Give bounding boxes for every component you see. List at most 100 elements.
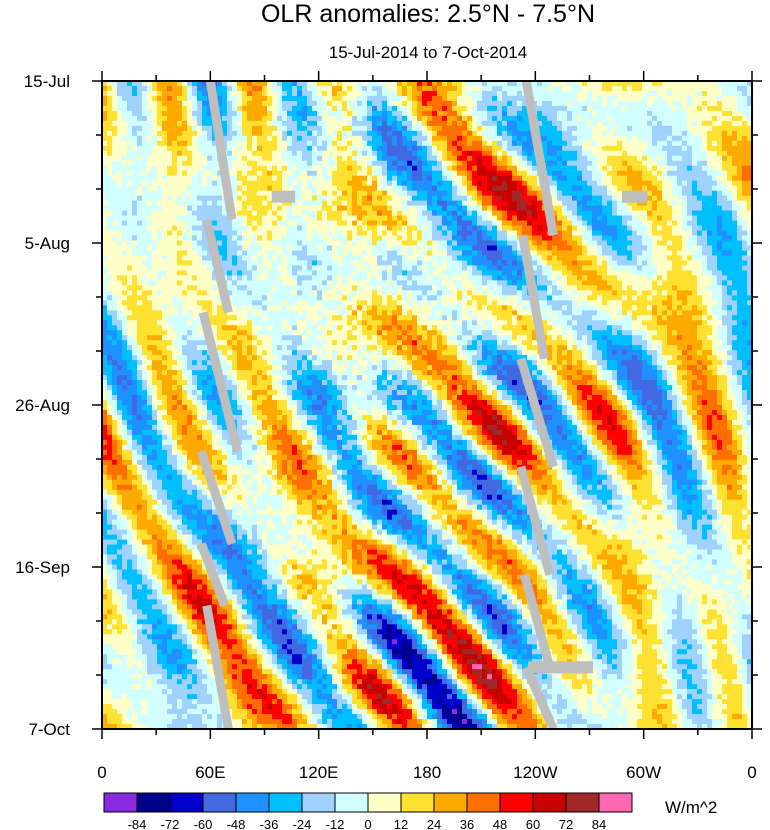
heatmap-cell [692, 225, 698, 232]
heatmap-cell [277, 180, 283, 187]
heatmap-cell [372, 140, 378, 147]
heatmap-cell [572, 85, 578, 92]
heatmap-cell [157, 255, 163, 262]
heatmap-cell [592, 250, 598, 257]
heatmap-cell [102, 260, 108, 267]
heatmap-cell [392, 255, 398, 262]
heatmap-cell [197, 220, 203, 227]
heatmap-cell [167, 110, 173, 117]
heatmap-cell [382, 175, 388, 182]
heatmap-cell [632, 145, 638, 152]
heatmap-cell [627, 125, 633, 132]
heatmap-cell [377, 205, 383, 212]
heatmap-cell [597, 230, 603, 237]
heatmap-cell [592, 225, 598, 232]
heatmap-cell [187, 130, 193, 137]
heatmap-cell [687, 90, 693, 97]
heatmap-cell [407, 235, 413, 242]
heatmap-cell [142, 125, 148, 132]
heatmap-cell [137, 235, 143, 242]
heatmap-cell [317, 195, 323, 202]
heatmap-cell [437, 125, 443, 132]
heatmap-cell [142, 95, 148, 102]
heatmap-cell [467, 185, 473, 192]
heatmap-cell [587, 235, 593, 242]
heatmap-cell [212, 225, 218, 232]
heatmap-cell [462, 90, 468, 97]
heatmap-cell [257, 270, 263, 276]
heatmap-cell [212, 165, 218, 172]
heatmap-cell [362, 115, 368, 122]
heatmap-cell [487, 105, 493, 112]
heatmap-cell [247, 85, 253, 92]
heatmap-cell [722, 81, 728, 87]
heatmap-cell [182, 225, 188, 232]
heatmap-cell [122, 185, 128, 192]
heatmap-cell [597, 240, 603, 247]
heatmap-cell [117, 155, 123, 162]
heatmap-cell [622, 180, 628, 187]
heatmap-cell [292, 255, 298, 262]
heatmap-cell [312, 195, 318, 202]
heatmap-cell [437, 81, 443, 87]
heatmap-cell [112, 175, 118, 182]
heatmap-cell [127, 185, 133, 192]
heatmap-cell [457, 165, 463, 172]
heatmap-cell [452, 130, 458, 137]
heatmap-cell [202, 265, 208, 272]
heatmap-cell [517, 170, 523, 177]
heatmap-cell [247, 175, 253, 182]
heatmap-cell [297, 210, 303, 217]
heatmap-cell [722, 170, 728, 177]
heatmap-cell [107, 175, 113, 182]
heatmap-cell [317, 150, 323, 157]
heatmap-cell [257, 180, 263, 187]
heatmap-cell [467, 100, 473, 107]
heatmap-cell [222, 135, 228, 142]
heatmap-cell [152, 250, 158, 257]
heatmap-cell [157, 210, 163, 217]
heatmap-cell [267, 120, 273, 127]
heatmap-cell [237, 235, 243, 242]
heatmap-cell [562, 165, 568, 172]
heatmap-cell [507, 185, 513, 192]
heatmap-cell [497, 135, 503, 142]
heatmap-cell [607, 220, 613, 227]
heatmap-cell [322, 235, 328, 242]
heatmap-cell [192, 190, 198, 197]
heatmap-cell [517, 120, 523, 127]
heatmap-cell [212, 155, 218, 162]
heatmap-cell [202, 175, 208, 182]
heatmap-cell [392, 185, 398, 192]
heatmap-cell [387, 240, 393, 247]
heatmap-cell [572, 140, 578, 147]
heatmap-cell [517, 110, 523, 117]
heatmap-cell [637, 215, 643, 222]
heatmap-cell [137, 245, 143, 252]
heatmap-cell [517, 210, 523, 217]
heatmap-cell [287, 175, 293, 182]
heatmap-cell [327, 130, 333, 137]
heatmap-cell [607, 85, 613, 92]
heatmap-cell [267, 260, 273, 267]
heatmap-cell [597, 195, 603, 202]
heatmap-cell [397, 195, 403, 202]
heatmap-cell [127, 155, 133, 162]
heatmap-cell [467, 190, 473, 197]
heatmap-cell [657, 260, 663, 267]
heatmap-cell [197, 255, 203, 262]
heatmap-cell [412, 120, 418, 127]
heatmap-cell [152, 225, 158, 232]
heatmap-cell [457, 120, 463, 127]
heatmap-cell [197, 225, 203, 232]
heatmap-cell [262, 105, 268, 112]
heatmap-cell [182, 100, 188, 107]
heatmap-cell [172, 185, 178, 192]
heatmap-cell [557, 100, 563, 107]
heatmap-cell [607, 250, 613, 257]
heatmap-cell [232, 130, 238, 137]
heatmap-cell [687, 175, 693, 182]
heatmap-cell [562, 120, 568, 127]
heatmap-cell [452, 215, 458, 222]
heatmap-cell [652, 225, 658, 232]
